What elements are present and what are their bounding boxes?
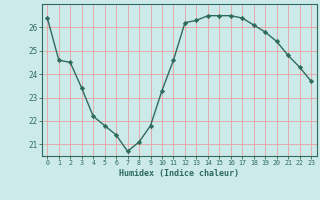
X-axis label: Humidex (Indice chaleur): Humidex (Indice chaleur) [119, 169, 239, 178]
